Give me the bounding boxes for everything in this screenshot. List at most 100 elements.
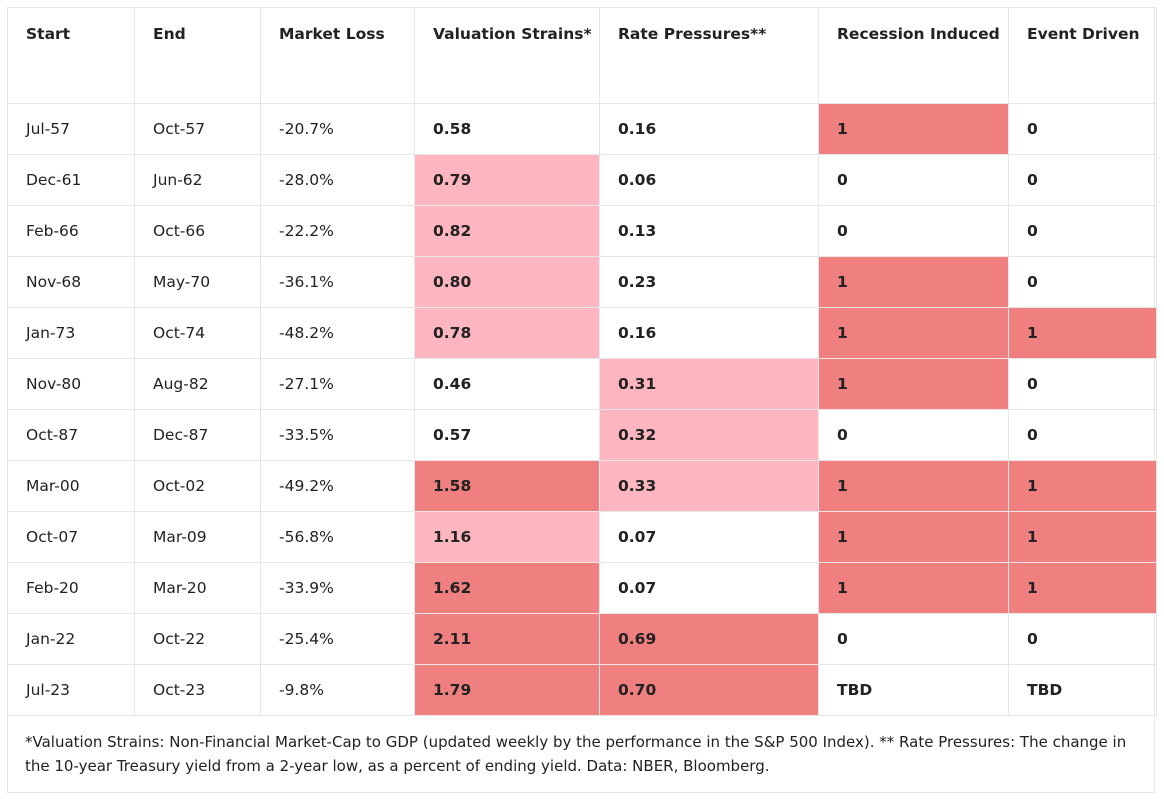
cell-start: Jul-57 (7, 103, 135, 155)
footnote: *Valuation Strains: Non-Financial Market… (25, 733, 1127, 775)
cell-event-driven: 1 (1008, 460, 1157, 512)
cell-rate-pressures: 0.32 (599, 409, 819, 461)
cell-recession-induced: 1 (818, 103, 1009, 155)
cell-start: Nov-80 (7, 358, 135, 410)
cell-start: Feb-20 (7, 562, 135, 614)
cell-recession-induced: 1 (818, 358, 1009, 410)
cell-start: Mar-00 (7, 460, 135, 512)
cell-start: Nov-68 (7, 256, 135, 308)
header-valuation-strains: Valuation Strains* (414, 7, 600, 104)
cell-start: Oct-07 (7, 511, 135, 563)
cell-start: Feb-66 (7, 205, 135, 257)
header-market-loss: Market Loss (260, 7, 415, 104)
cell-event-driven: 1 (1008, 307, 1157, 359)
cell-event-driven: 0 (1008, 154, 1157, 206)
cell-start: Oct-87 (7, 409, 135, 461)
table-header: Start End Market Loss Valuation Strains*… (7, 7, 1157, 104)
cell-event-driven: 0 (1008, 358, 1157, 410)
cell-valuation-strains: 1.62 (414, 562, 600, 614)
drawdown-table: Start End Market Loss Valuation Strains*… (7, 7, 1157, 716)
cell-market-loss: -48.2% (260, 307, 415, 359)
cell-valuation-strains: 0.79 (414, 154, 600, 206)
cell-valuation-strains: 1.79 (414, 664, 600, 716)
header-rate-pressures: Rate Pressures** (599, 7, 819, 104)
cell-valuation-strains: 0.82 (414, 205, 600, 257)
cell-market-loss: -22.2% (260, 205, 415, 257)
cell-valuation-strains: 0.46 (414, 358, 600, 410)
cell-start: Dec-61 (7, 154, 135, 206)
header-recession-induced: Recession Induced (818, 7, 1009, 104)
cell-end: Oct-22 (134, 613, 261, 665)
cell-market-loss: -33.9% (260, 562, 415, 614)
cell-market-loss: -25.4% (260, 613, 415, 665)
cell-start: Jan-22 (7, 613, 135, 665)
cell-rate-pressures: 0.70 (599, 664, 819, 716)
table-row: Mar-00 Oct-02 -49.2% 1.58 0.33 1 1 (7, 460, 1157, 512)
cell-recession-induced: 0 (818, 154, 1009, 206)
table-row: Nov-68 May-70 -36.1% 0.80 0.23 1 0 (7, 256, 1157, 308)
cell-event-driven: 0 (1008, 103, 1157, 155)
cell-event-driven: TBD (1008, 664, 1157, 716)
table-row: Oct-07 Mar-09 -56.8% 1.16 0.07 1 1 (7, 511, 1157, 563)
table-row: Jan-73 Oct-74 -48.2% 0.78 0.16 1 1 (7, 307, 1157, 359)
cell-market-loss: -33.5% (260, 409, 415, 461)
cell-rate-pressures: 0.31 (599, 358, 819, 410)
cell-valuation-strains: 0.78 (414, 307, 600, 359)
cell-valuation-strains: 0.80 (414, 256, 600, 308)
cell-recession-induced: 0 (818, 409, 1009, 461)
cell-event-driven: 0 (1008, 205, 1157, 257)
cell-rate-pressures: 0.13 (599, 205, 819, 257)
table-body: Jul-57 Oct-57 -20.7% 0.58 0.16 1 0 Dec-61 Jun-62… (7, 103, 1157, 716)
cell-market-loss: -27.1% (260, 358, 415, 410)
cell-rate-pressures: 0.07 (599, 511, 819, 563)
table-row: Oct-87 Dec-87 -33.5% 0.57 0.32 0 0 (7, 409, 1157, 461)
header-event-driven: Event Driven (1008, 7, 1157, 104)
table-row: Feb-20 Mar-20 -33.9% 1.62 0.07 1 1 (7, 562, 1157, 614)
cell-end: Oct-23 (134, 664, 261, 716)
cell-end: Oct-74 (134, 307, 261, 359)
cell-end: Dec-87 (134, 409, 261, 461)
cell-end: Mar-20 (134, 562, 261, 614)
cell-event-driven: 0 (1008, 409, 1157, 461)
cell-recession-induced: 1 (818, 307, 1009, 359)
cell-valuation-strains: 1.58 (414, 460, 600, 512)
cell-market-loss: -56.8% (260, 511, 415, 563)
cell-rate-pressures: 0.07 (599, 562, 819, 614)
cell-valuation-strains: 1.16 (414, 511, 600, 563)
cell-valuation-strains: 0.58 (414, 103, 600, 155)
cell-recession-induced: 1 (818, 511, 1009, 563)
table-row: Nov-80 Aug-82 -27.1% 0.46 0.31 1 0 (7, 358, 1157, 410)
cell-rate-pressures: 0.23 (599, 256, 819, 308)
cell-rate-pressures: 0.16 (599, 103, 819, 155)
cell-recession-induced: 0 (818, 613, 1009, 665)
cell-end: Aug-82 (134, 358, 261, 410)
cell-recession-induced: 1 (818, 562, 1009, 614)
cell-end: May-70 (134, 256, 261, 308)
cell-recession-induced: 1 (818, 256, 1009, 308)
cell-end: Jun-62 (134, 154, 261, 206)
header-end: End (134, 7, 261, 104)
cell-event-driven: 1 (1008, 511, 1157, 563)
cell-start: Jan-73 (7, 307, 135, 359)
cell-market-loss: -49.2% (260, 460, 415, 512)
cell-valuation-strains: 2.11 (414, 613, 600, 665)
cell-recession-induced: TBD (818, 664, 1009, 716)
cell-end: Mar-09 (134, 511, 261, 563)
cell-end: Oct-57 (134, 103, 261, 155)
cell-rate-pressures: 0.33 (599, 460, 819, 512)
cell-market-loss: -9.8% (260, 664, 415, 716)
cell-valuation-strains: 0.57 (414, 409, 600, 461)
table-row: Feb-66 Oct-66 -22.2% 0.82 0.13 0 0 (7, 205, 1157, 257)
cell-market-loss: -20.7% (260, 103, 415, 155)
cell-start: Jul-23 (7, 664, 135, 716)
cell-end: Oct-66 (134, 205, 261, 257)
cell-recession-induced: 1 (818, 460, 1009, 512)
cell-market-loss: -28.0% (260, 154, 415, 206)
cell-event-driven: 1 (1008, 562, 1157, 614)
table-row: Jul-57 Oct-57 -20.7% 0.58 0.16 1 0 (7, 103, 1157, 155)
cell-market-loss: -36.1% (260, 256, 415, 308)
cell-rate-pressures: 0.69 (599, 613, 819, 665)
cell-recession-induced: 0 (818, 205, 1009, 257)
cell-rate-pressures: 0.06 (599, 154, 819, 206)
cell-event-driven: 0 (1008, 256, 1157, 308)
